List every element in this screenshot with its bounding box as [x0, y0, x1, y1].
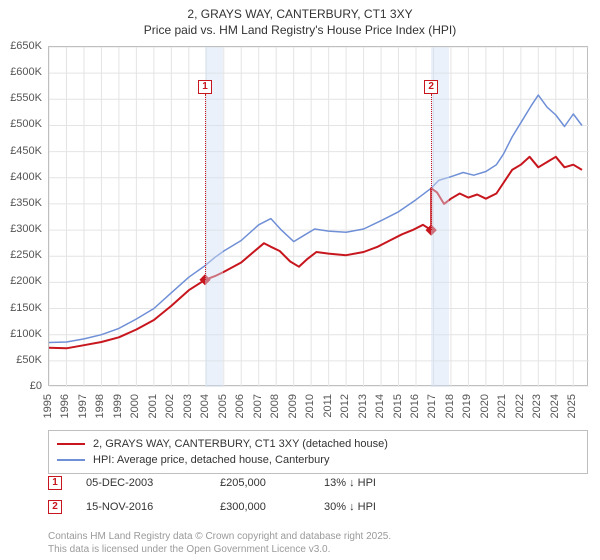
x-tick-label: 2023 [531, 394, 543, 418]
sale-marker-box: 1 [198, 80, 212, 94]
legend-swatch [57, 459, 85, 461]
x-tick-label: 2018 [444, 394, 456, 418]
shaded-region [431, 47, 448, 387]
x-tick-label: 2011 [322, 394, 334, 418]
footer-line-2: This data is licensed under the Open Gov… [48, 543, 588, 556]
sale-row: 2 15-NOV-2016 £300,000 30% ↓ HPI [48, 500, 588, 514]
x-tick-label: 2008 [269, 394, 281, 418]
y-tick-label: £500K [10, 118, 42, 130]
y-tick-label: £350K [10, 197, 42, 209]
x-tick-label: 2006 [234, 394, 246, 418]
sale-marker-2: 2 [48, 500, 62, 514]
sale-marker-box: 2 [424, 80, 438, 94]
x-tick-label: 2004 [199, 394, 211, 418]
title-line-1: 2, GRAYS WAY, CANTERBURY, CT1 3XY [0, 6, 600, 22]
title-line-2: Price paid vs. HM Land Registry's House … [0, 22, 600, 38]
x-tick-label: 1997 [77, 394, 89, 418]
y-tick-label: £0 [30, 380, 42, 392]
x-tick-label: 2017 [426, 394, 438, 418]
y-tick-label: £100K [10, 328, 42, 340]
x-tick-label: 1999 [112, 394, 124, 418]
y-tick-label: £300K [10, 223, 42, 235]
x-tick-label: 2005 [217, 394, 229, 418]
sale-price: £205,000 [220, 477, 300, 489]
footer-line-1: Contains HM Land Registry data © Crown c… [48, 530, 588, 543]
chart-plot-area: 12 [48, 46, 588, 386]
x-tick-label: 2025 [566, 394, 578, 418]
x-tick-label: 2001 [147, 394, 159, 418]
x-tick-label: 1998 [94, 394, 106, 418]
x-tick-label: 2009 [287, 394, 299, 418]
y-tick-label: £450K [10, 145, 42, 157]
legend-box: 2, GRAYS WAY, CANTERBURY, CT1 3XY (detac… [48, 430, 588, 474]
footer-attribution: Contains HM Land Registry data © Crown c… [48, 530, 588, 556]
y-tick-label: £200K [10, 275, 42, 287]
x-tick-label: 2003 [182, 394, 194, 418]
y-tick-label: £400K [10, 171, 42, 183]
sale-date: 15-NOV-2016 [86, 501, 196, 513]
sale-price: £300,000 [220, 501, 300, 513]
x-tick-label: 2007 [252, 394, 264, 418]
x-tick-label: 2012 [339, 394, 351, 418]
y-axis-labels: £0£50K£100K£150K£200K£250K£300K£350K£400… [0, 46, 44, 386]
x-tick-label: 2020 [479, 394, 491, 418]
x-tick-label: 2013 [357, 394, 369, 418]
y-tick-label: £250K [10, 249, 42, 261]
x-tick-label: 2014 [374, 394, 386, 418]
sale-date: 05-DEC-2003 [86, 477, 196, 489]
x-tick-label: 2022 [514, 394, 526, 418]
y-tick-label: £650K [10, 40, 42, 52]
legend-item: 2, GRAYS WAY, CANTERBURY, CT1 3XY (detac… [57, 436, 579, 452]
legend-item: HPI: Average price, detached house, Cant… [57, 452, 579, 468]
sale-diff: 13% ↓ HPI [324, 477, 376, 489]
legend-swatch [57, 443, 85, 445]
x-tick-label: 2010 [304, 394, 316, 418]
sale-marker-1: 1 [48, 476, 62, 490]
y-tick-label: £600K [10, 66, 42, 78]
x-axis-labels: 1995199619971998199920002001200220032004… [48, 390, 588, 430]
x-tick-label: 2002 [164, 394, 176, 418]
sale-marker-line [431, 94, 432, 230]
legend-label: 2, GRAYS WAY, CANTERBURY, CT1 3XY (detac… [93, 438, 388, 450]
x-tick-label: 2000 [129, 394, 141, 418]
x-tick-label: 2015 [392, 394, 404, 418]
legend-label: HPI: Average price, detached house, Cant… [93, 454, 329, 466]
y-tick-label: £150K [10, 302, 42, 314]
y-tick-label: £550K [10, 92, 42, 104]
x-tick-label: 2024 [549, 394, 561, 418]
x-tick-label: 2016 [409, 394, 421, 418]
x-tick-label: 2021 [496, 394, 508, 418]
shaded-region [205, 47, 222, 387]
x-tick-label: 2019 [461, 394, 473, 418]
y-tick-label: £50K [16, 354, 42, 366]
sale-marker-line [205, 94, 206, 280]
x-tick-label: 1996 [59, 394, 71, 418]
x-tick-label: 1995 [42, 394, 54, 418]
sale-row: 1 05-DEC-2003 £205,000 13% ↓ HPI [48, 476, 588, 490]
chart-title-block: 2, GRAYS WAY, CANTERBURY, CT1 3XY Price … [0, 0, 600, 40]
sale-diff: 30% ↓ HPI [324, 501, 376, 513]
